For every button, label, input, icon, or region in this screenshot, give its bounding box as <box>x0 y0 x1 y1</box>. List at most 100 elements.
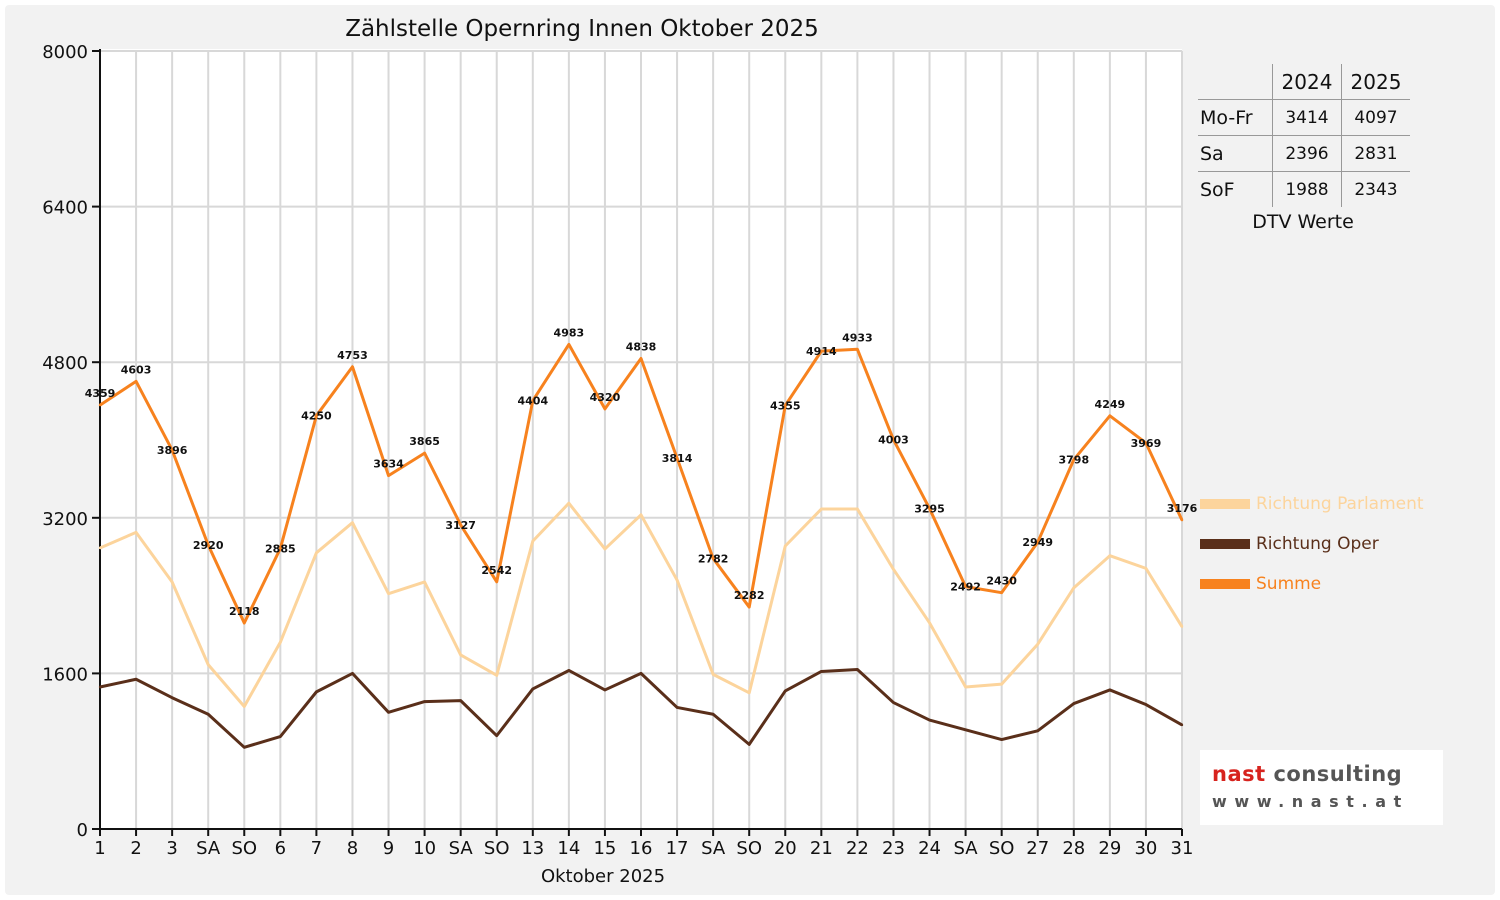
data-label: 4404 <box>517 395 548 408</box>
data-point <box>892 438 895 441</box>
logo-word-nast: nast <box>1212 762 1266 786</box>
data-point <box>170 580 174 584</box>
series-group <box>98 342 1184 749</box>
data-point <box>459 653 462 657</box>
x-tick-label: 15 <box>593 838 616 859</box>
data-label: 4933 <box>842 331 873 344</box>
data-point <box>964 728 967 732</box>
data-point <box>279 547 282 550</box>
data-point <box>1108 688 1112 692</box>
data-point <box>1180 723 1184 727</box>
data-point <box>603 688 607 692</box>
x-tick-label: 8 <box>347 838 358 859</box>
data-point <box>1072 458 1076 461</box>
data-point <box>1000 591 1003 594</box>
data-point <box>856 348 859 351</box>
data-point <box>207 663 210 666</box>
x-tick-label: SO <box>231 838 257 859</box>
data-point <box>1108 554 1112 557</box>
data-label: 3969 <box>1131 437 1162 450</box>
y-tick-label: 4800 <box>42 353 88 374</box>
x-tick-label: 6 <box>275 838 286 859</box>
dtv-row-label: Sa <box>1198 135 1273 172</box>
data-label: 2885 <box>265 542 296 555</box>
data-point <box>567 343 571 346</box>
data-point <box>387 711 390 714</box>
grid <box>99 50 1183 830</box>
dtv-row-label: SoF <box>1198 171 1273 207</box>
data-label: 4250 <box>301 410 332 423</box>
data-point <box>784 404 787 407</box>
data-label: 3127 <box>445 519 476 532</box>
data-point <box>892 568 895 571</box>
data-point <box>423 451 426 455</box>
data-point <box>243 746 246 749</box>
data-point <box>243 705 246 708</box>
x-tick-label: 28 <box>1062 838 1085 859</box>
y-tick-label: 6400 <box>42 198 88 219</box>
data-point <box>675 706 679 709</box>
data-point <box>964 685 967 689</box>
data-label: 2492 <box>950 581 981 594</box>
dtv-cell: 2396 <box>1272 135 1342 172</box>
data-label: 4359 <box>85 387 116 400</box>
data-point <box>1180 518 1184 522</box>
chart-title: Zählstelle Opernring Innen Oktober 2025 <box>345 16 819 42</box>
data-label: 4983 <box>554 326 585 339</box>
data-point <box>603 547 607 551</box>
data-point <box>98 403 102 407</box>
legend-swatch <box>1200 539 1250 549</box>
data-label: 2542 <box>481 564 512 577</box>
data-point <box>748 743 751 746</box>
logo-word-consulting: consulting <box>1273 762 1403 786</box>
x-tick-label: 27 <box>1026 838 1049 859</box>
x-tick-label: 2 <box>130 838 141 859</box>
dtv-corner <box>1198 64 1273 100</box>
legend-item-summe: Summe <box>1200 574 1321 594</box>
x-tick-label: 13 <box>521 838 544 859</box>
data-label: 3865 <box>409 435 440 448</box>
x-tick-label: 10 <box>413 838 436 859</box>
logo-url: www.nast.at <box>1212 792 1409 811</box>
data-point <box>964 585 967 588</box>
data-point <box>856 507 859 511</box>
data-label: 2782 <box>698 552 729 565</box>
data-label: 4003 <box>878 434 909 447</box>
y-tick-label: 3200 <box>42 509 88 530</box>
data-label: 4355 <box>770 399 801 412</box>
data-point <box>423 700 426 703</box>
data-point <box>315 414 318 417</box>
data-point <box>279 735 282 738</box>
data-label: 2949 <box>1022 536 1053 549</box>
data-label: 3634 <box>373 458 404 471</box>
x-tick-label: 20 <box>774 838 797 859</box>
x-tick-label: 3 <box>166 838 177 859</box>
nast-logo: nast consulting www.nast.at <box>1200 750 1443 825</box>
x-tick-label: 9 <box>383 838 394 859</box>
x-tick-label: 17 <box>666 838 689 859</box>
dtv-caption: DTV Werte <box>1252 211 1354 233</box>
data-point <box>459 699 462 702</box>
x-tick-label: 22 <box>846 838 869 859</box>
data-point <box>820 507 823 511</box>
data-point <box>928 718 931 722</box>
x-tick-label: SO <box>484 838 510 859</box>
data-point <box>134 380 138 383</box>
legend-item-oper: Richtung Oper <box>1200 534 1379 554</box>
data-point <box>207 713 210 716</box>
x-tick-label: 30 <box>1134 838 1157 859</box>
data-point <box>351 521 354 524</box>
data-point <box>531 399 534 402</box>
data-point <box>134 531 138 534</box>
data-point <box>495 734 498 737</box>
data-point <box>170 696 174 699</box>
data-point <box>315 690 318 694</box>
data-point <box>98 685 102 689</box>
data-point <box>928 507 931 510</box>
data-point <box>1072 586 1076 590</box>
data-point <box>1036 541 1039 544</box>
x-tick-label: SA <box>449 838 474 859</box>
data-point <box>459 523 462 527</box>
data-point <box>567 502 571 505</box>
dtv-cell: 3414 <box>1272 99 1342 136</box>
